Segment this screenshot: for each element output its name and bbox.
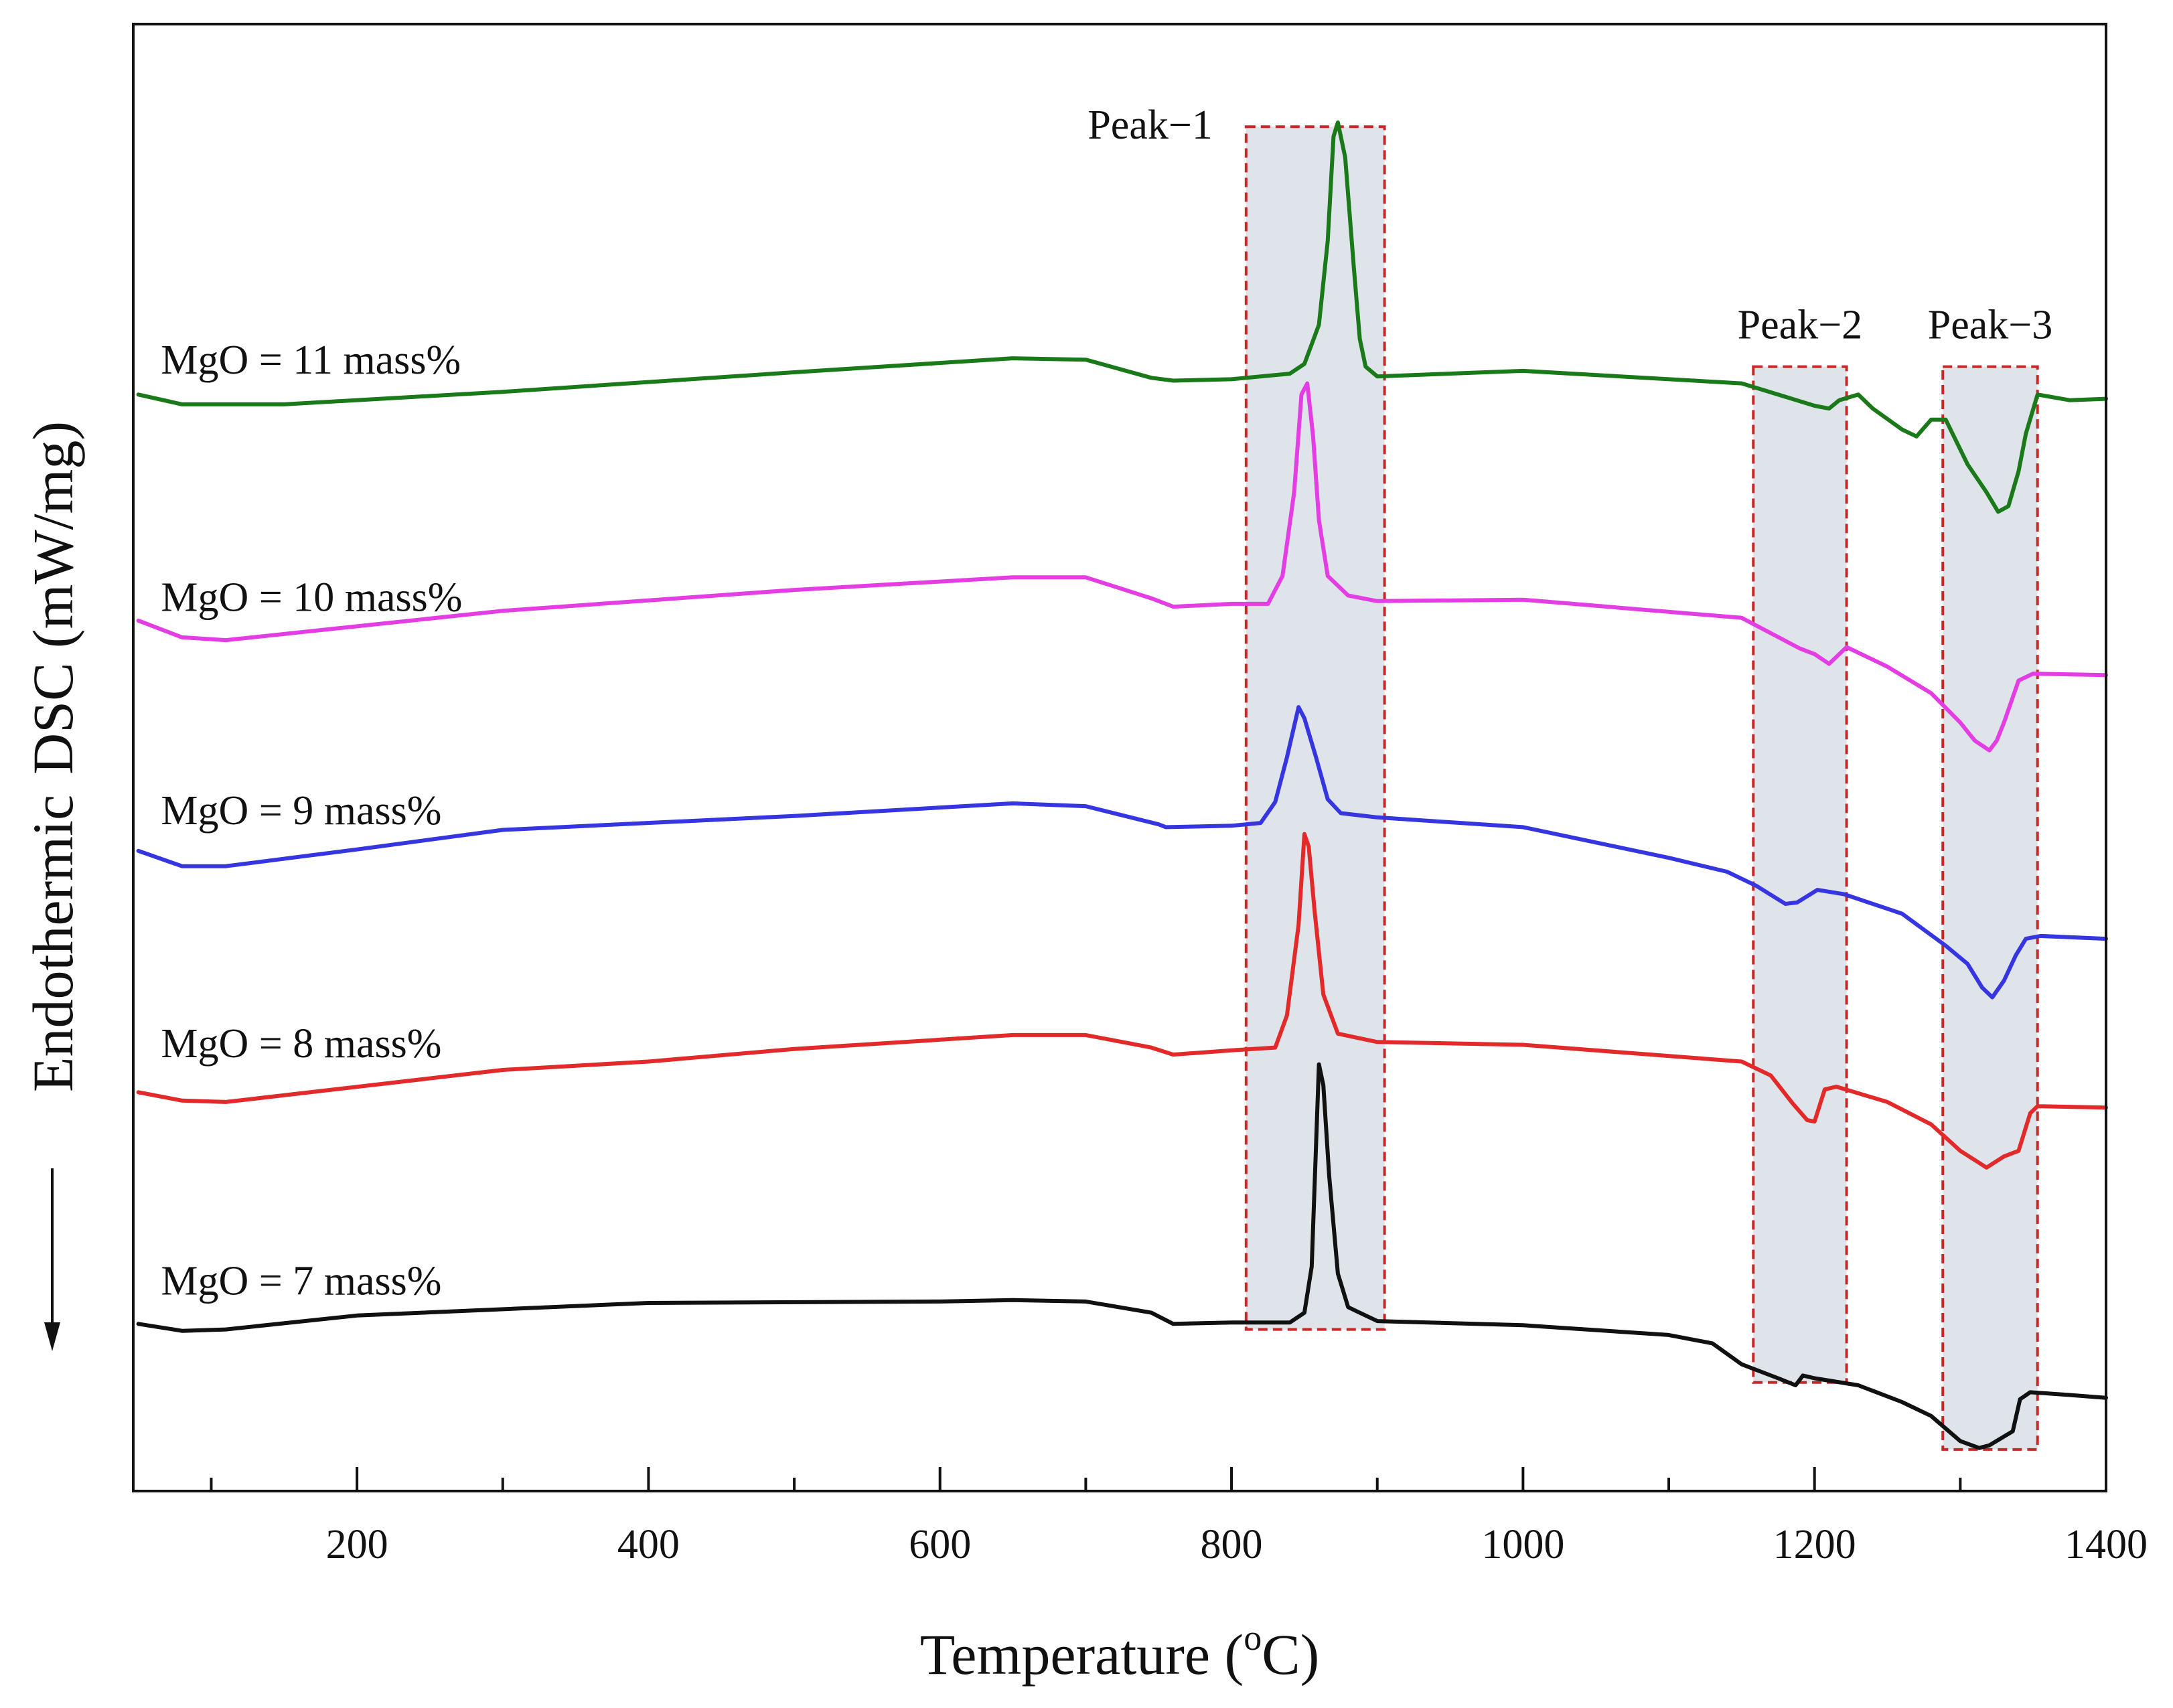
- plot-frame: [132, 23, 2107, 1492]
- x-axis-label: Temperature (oC): [920, 1618, 1319, 1687]
- y-axis-label: Endothermic DSC (mW/mg): [21, 421, 85, 1092]
- series-label-3: MgO = 9 mass%: [161, 788, 441, 834]
- x-tick-label: 1400: [2065, 1522, 2148, 1567]
- series-line-2: [136, 381, 2108, 753]
- x-tick-label: 600: [909, 1522, 971, 1567]
- peak-label-1: Peak−1: [1088, 102, 1212, 148]
- peak-label-3: Peak−3: [1928, 303, 2052, 348]
- series-label-5: MgO = 7 mass%: [161, 1259, 441, 1304]
- series-line-5: [136, 1062, 2108, 1450]
- dsc-series: [136, 120, 2108, 1450]
- series-line-1: [136, 120, 2108, 514]
- x-tick-label: 1200: [1773, 1522, 1856, 1567]
- x-tick-label: 400: [617, 1522, 680, 1567]
- series-label-4: MgO = 8 mass%: [161, 1021, 441, 1067]
- region-labels: Peak−1 Peak−2 Peak−3: [1088, 102, 2052, 347]
- peak-label-2: Peak−2: [1738, 303, 1862, 348]
- series-label-2: MgO = 10 mass%: [161, 574, 462, 620]
- y-axis-label-dsc: DSC (mW/mg): [21, 421, 85, 775]
- x-tick-label: 1000: [1481, 1522, 1564, 1567]
- x-axis-ticks: 200 400 600 800 1000 1200 1400: [210, 1467, 2148, 1567]
- peak-region-2: [1752, 365, 1848, 1384]
- series-line-4: [136, 832, 2108, 1170]
- x-tick-label: 800: [1201, 1522, 1263, 1567]
- endothermic-arrow: [44, 1168, 60, 1351]
- series-label-1: MgO = 11 mass%: [161, 337, 461, 383]
- series-labels: MgO = 11 mass% MgO = 10 mass% MgO = 9 mass…: [161, 337, 462, 1304]
- y-axis-label-endothermic: Endothermic: [21, 795, 85, 1092]
- x-tick-label: 200: [326, 1522, 388, 1567]
- peak-region-3: [1941, 365, 2039, 1451]
- series-line-3: [136, 705, 2108, 1000]
- peak-regions: [1244, 125, 2039, 1451]
- svg-text:EndothermicDSC (mW/mg): Endothermic DSC (mW/mg): [21, 421, 85, 1092]
